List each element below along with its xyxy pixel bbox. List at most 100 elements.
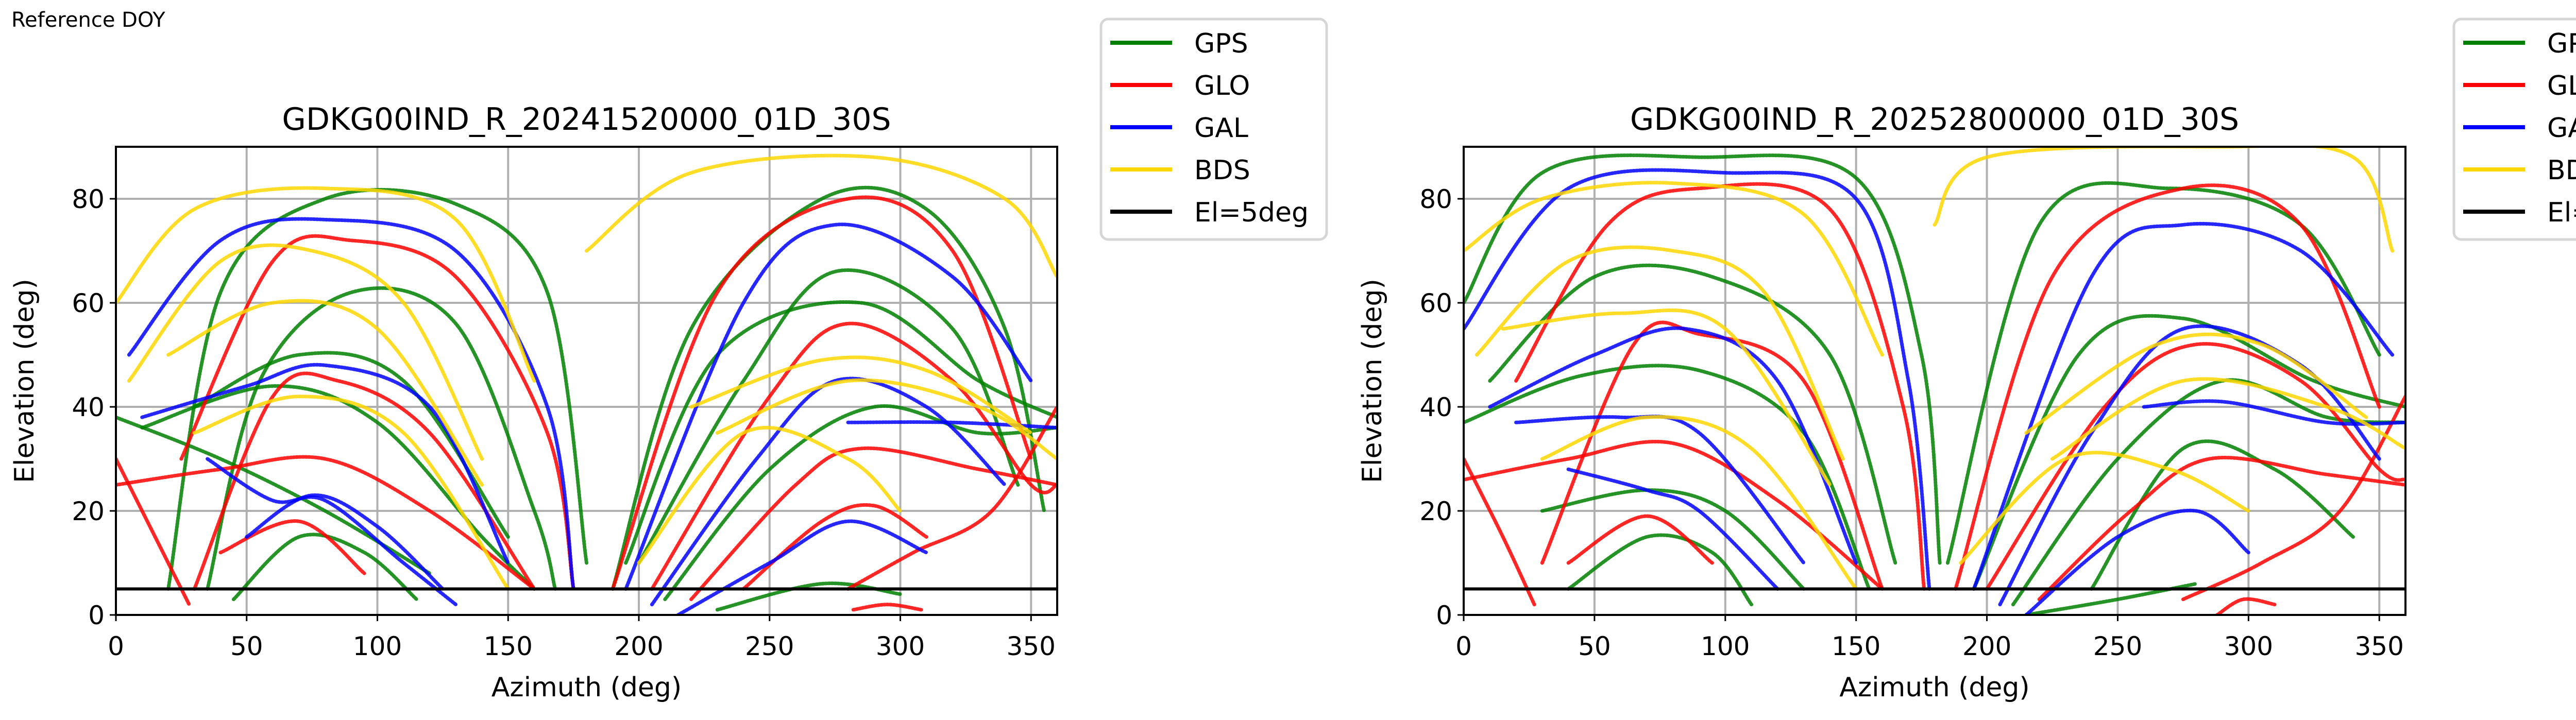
- bds-track: [585, 153, 1057, 279]
- glo-track: [2215, 597, 2277, 615]
- x-tick-label: 350: [2355, 631, 2404, 661]
- bds-track: [2024, 332, 2368, 435]
- series-bds: [116, 153, 1057, 591]
- x-tick-label: 100: [353, 631, 402, 661]
- bds-track: [1501, 308, 1832, 487]
- bds-track: [689, 355, 1033, 435]
- legend-label: El=5deg: [2547, 197, 2576, 228]
- x-tick-label: 50: [230, 631, 263, 661]
- glo-track: [179, 234, 575, 591]
- bds-track: [1464, 181, 1884, 357]
- plot-area: [116, 153, 1057, 615]
- gps-track: [637, 268, 1020, 565]
- gal-track: [245, 493, 445, 591]
- x-tick-label: 0: [1455, 631, 1472, 661]
- bds-track: [1933, 147, 2395, 253]
- y-tick-label: 40: [72, 392, 105, 422]
- legend-frame: [1099, 18, 1328, 241]
- legend-item-gal: GAL: [2463, 113, 2576, 144]
- series-bds: [1464, 147, 2405, 591]
- plot-area: [1464, 147, 2405, 615]
- x-tick-label: 150: [1832, 631, 1880, 661]
- legend-label: GLO: [1194, 71, 1250, 101]
- bds-track: [192, 395, 510, 591]
- bds-track: [2050, 377, 2405, 461]
- glo-track: [218, 519, 366, 575]
- gal-track: [2024, 508, 2250, 615]
- legend-label: El=5deg: [1194, 197, 1309, 228]
- glo-track: [2181, 395, 2405, 602]
- legend: GPS GLO GAL BDS El=5deg: [1099, 18, 1328, 241]
- x-tick-label: 350: [1007, 631, 1056, 661]
- gps-track: [624, 300, 1057, 565]
- x-tick-label: 150: [484, 631, 533, 661]
- y-tick-label: 20: [1419, 496, 1452, 526]
- x-axis-label: Azimuth (deg): [492, 672, 682, 703]
- gps-track: [1945, 181, 2381, 565]
- y-tick-label: 40: [1419, 392, 1452, 422]
- x-tick-label: 250: [745, 631, 794, 661]
- gps-track: [1566, 533, 1754, 607]
- y-tick-label: 60: [72, 288, 105, 318]
- gps-track: [140, 384, 536, 591]
- bds-track: [1959, 451, 2250, 565]
- chart-1: 0 50 100 150 200 250 300 350 0 20 40 60 80 GDKG00IND_…: [9, 18, 1328, 703]
- axes-frame: [115, 146, 1058, 616]
- gal-track: [1998, 324, 2381, 607]
- bds-track: [116, 186, 536, 383]
- legend-item-el5deg: El=5deg: [2463, 197, 2576, 228]
- gal-track: [140, 363, 510, 565]
- legend-label: GAL: [1194, 113, 1248, 144]
- x-tick-label: 250: [2093, 631, 2142, 661]
- chart-title: GDKG00IND_R_20252800000_01D_30S: [1630, 101, 2239, 138]
- legend-label: GLO: [2547, 71, 2576, 101]
- glo-track: [1464, 457, 1536, 607]
- gal-track: [624, 222, 1033, 591]
- x-axis-label: Azimuth (deg): [1839, 672, 2029, 703]
- gal-track: [676, 519, 928, 615]
- glo-track: [1985, 342, 2405, 591]
- y-tick-label: 0: [1436, 601, 1452, 630]
- bds-track: [1475, 245, 1845, 461]
- y-tick-label: 80: [1419, 184, 1452, 214]
- gps-track: [206, 286, 557, 591]
- y-tick-label: 0: [88, 601, 105, 630]
- legend-item-el5deg: El=5deg: [1110, 197, 1309, 228]
- glo-track: [1566, 514, 1714, 565]
- legend: GPS GLO GAL BDS El=5deg: [2452, 18, 2576, 241]
- x-tick-label: 100: [1701, 631, 1750, 661]
- series-gal: [1464, 168, 2405, 615]
- chart-2: 0 50 100 150 200 250 300 350 0 20 40 60 80 GDKG00IND_…: [1357, 18, 2576, 703]
- legend-item-gps: GPS: [2463, 28, 2576, 59]
- y-axis-label: Elevation (deg): [9, 279, 40, 483]
- glo-track: [851, 603, 923, 612]
- y-tick-label: 60: [1419, 288, 1452, 318]
- gal-track: [1972, 221, 2395, 591]
- legend-item-glo: GLO: [1110, 71, 1250, 101]
- x-tick-label: 200: [614, 631, 663, 661]
- y-axis-label: Elevation (deg): [1357, 279, 1388, 483]
- glo-track: [2037, 456, 2405, 602]
- legend-item-bds: BDS: [2463, 155, 2576, 186]
- legend-label: GPS: [2547, 28, 2576, 59]
- gps-track: [1464, 364, 1871, 591]
- glo-track: [1514, 182, 1926, 591]
- gal-track: [2142, 399, 2405, 426]
- gal-track: [1566, 467, 1780, 591]
- gal-track: [206, 457, 458, 607]
- bds-track: [715, 378, 1057, 461]
- x-tick-label: 200: [1962, 631, 2011, 661]
- bds-track: [637, 425, 902, 565]
- gps-track: [2090, 439, 2355, 591]
- legend-label: GAL: [2547, 113, 2576, 144]
- glo-track: [192, 371, 536, 591]
- glo-track: [741, 503, 928, 591]
- legend-item-bds: BDS: [1110, 155, 1250, 186]
- legend-item-gps: GPS: [1110, 28, 1248, 59]
- gal-track: [1464, 168, 1931, 591]
- chart-title: GDKG00IND_R_20241520000_01D_30S: [282, 101, 891, 138]
- glo-track: [611, 195, 1033, 591]
- y-tick-label: 80: [72, 184, 105, 214]
- y-tick-label: 20: [72, 496, 105, 526]
